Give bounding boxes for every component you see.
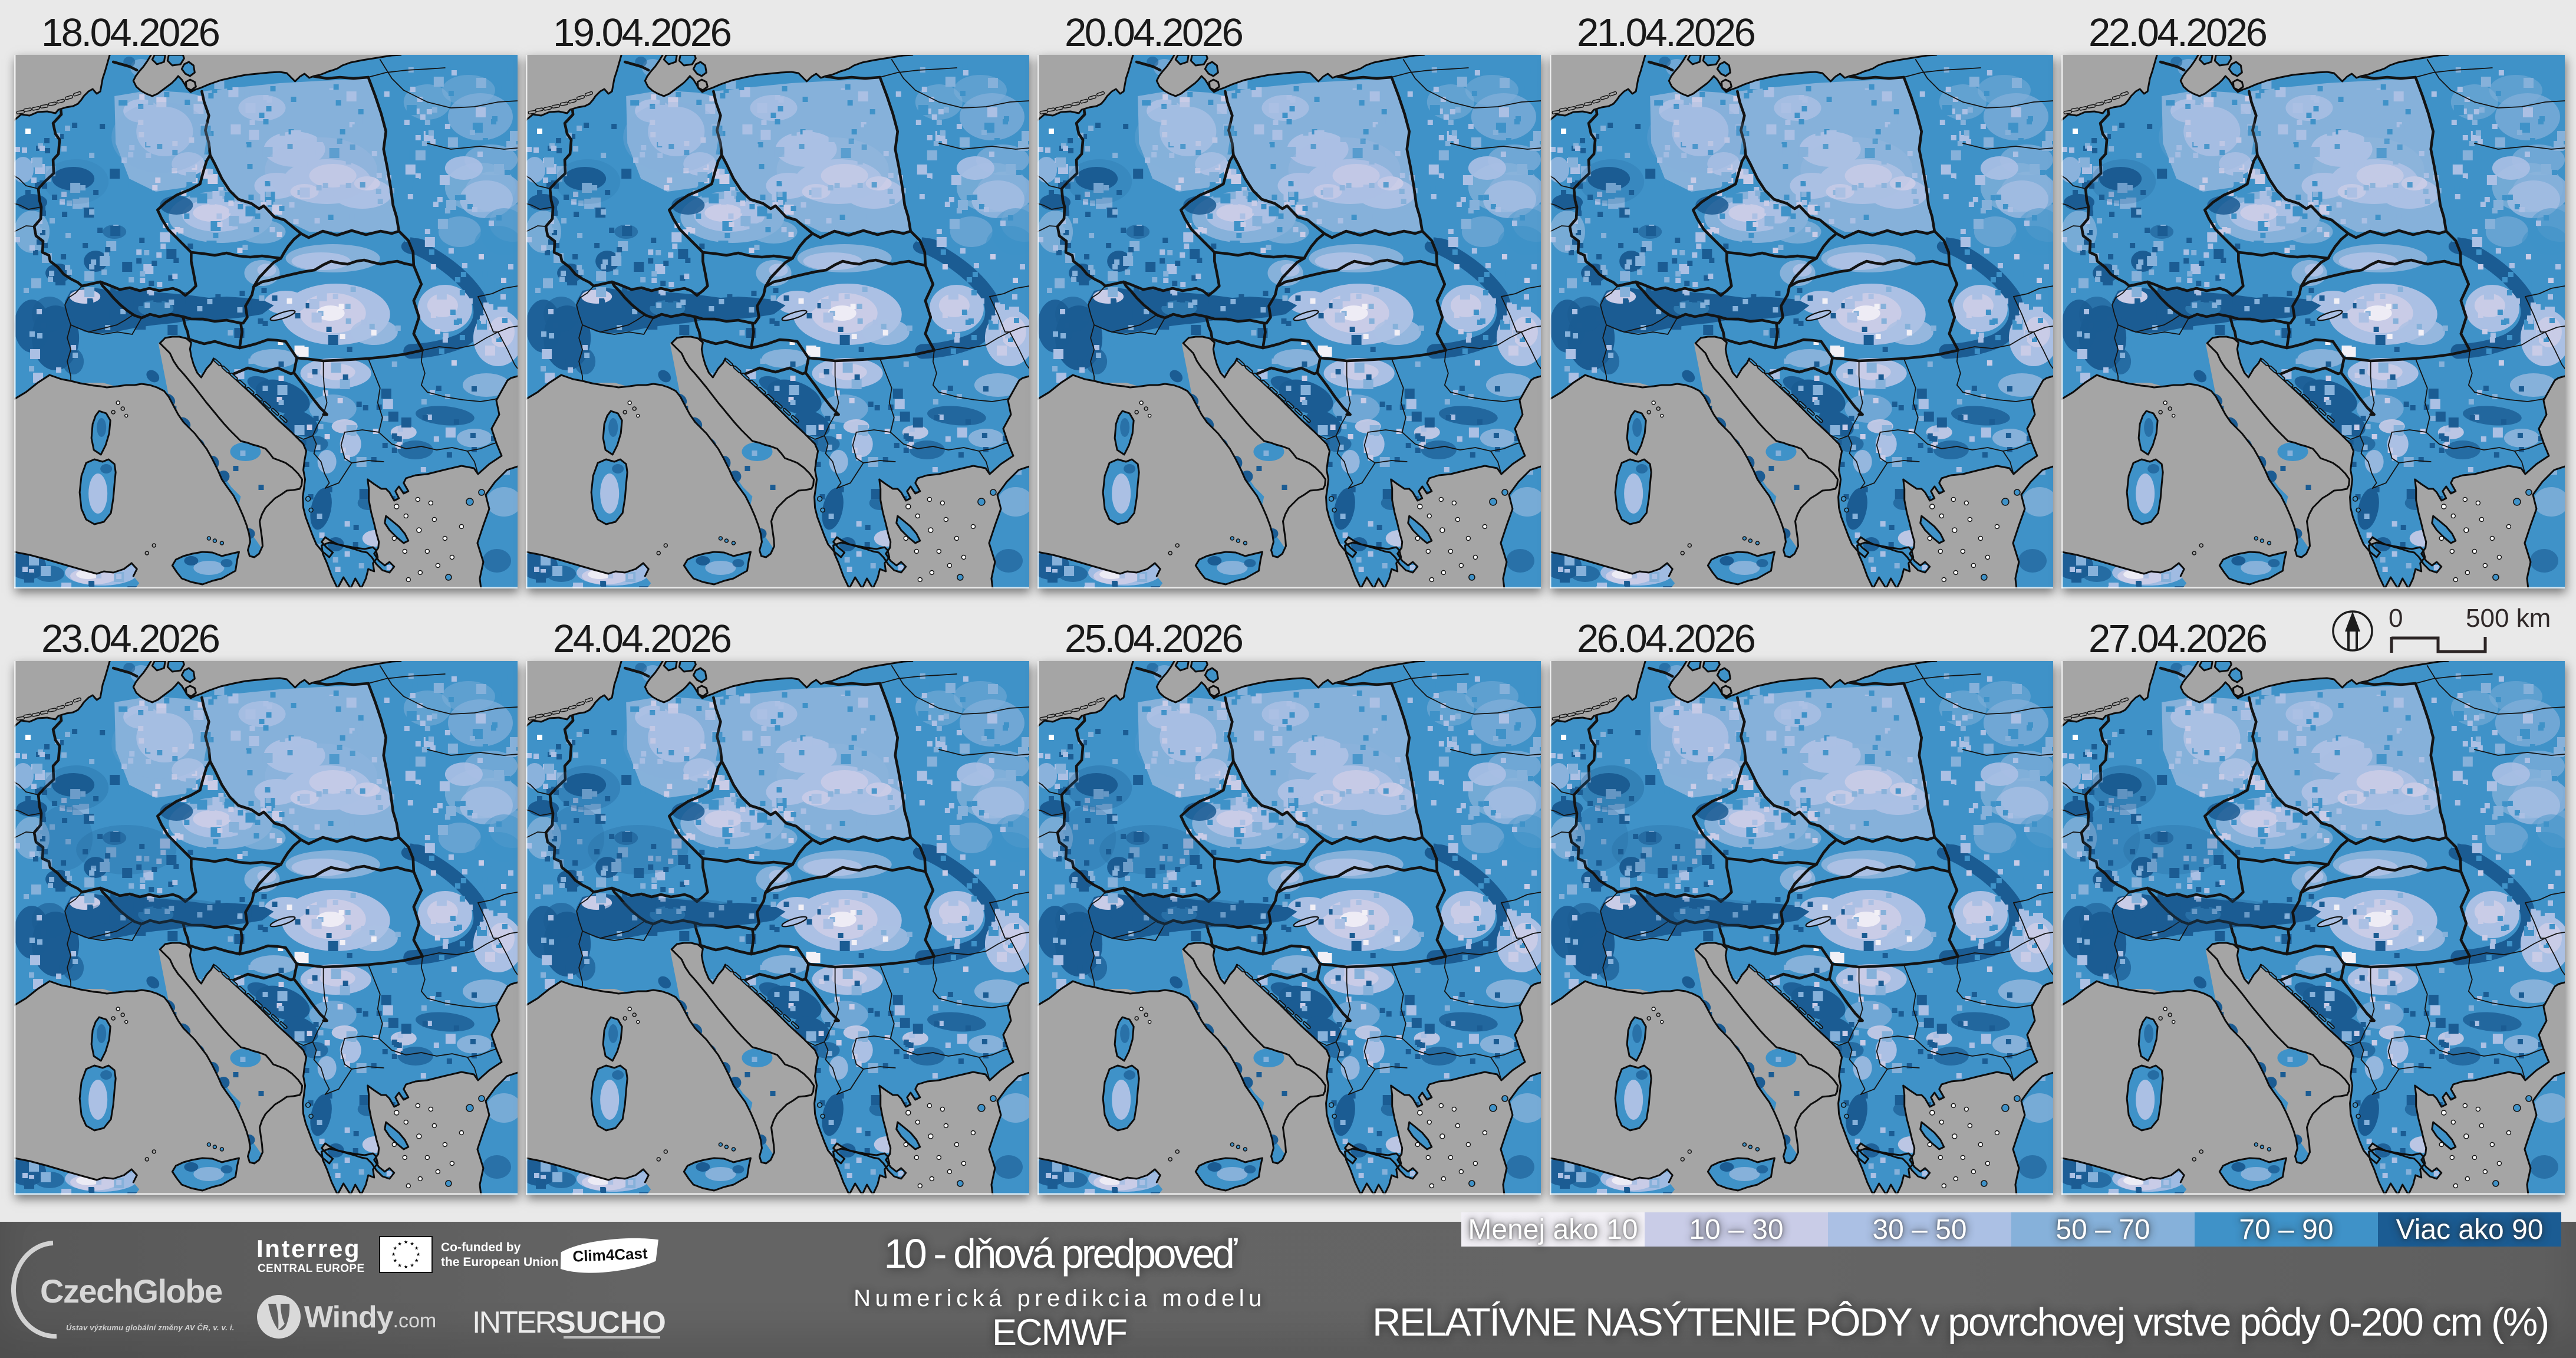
svg-text:★: ★ [397,1262,402,1268]
svg-text:★: ★ [391,1251,396,1257]
svg-text:Clim4Cast: Clim4Cast [572,1244,648,1265]
svg-text:★: ★ [404,1239,409,1245]
svg-text:★: ★ [404,1264,409,1270]
svg-text:★: ★ [414,1245,419,1251]
svg-text:★: ★ [414,1258,419,1264]
svg-text:★: ★ [416,1251,421,1257]
svg-text:★: ★ [393,1258,397,1264]
svg-text:★: ★ [410,1241,414,1247]
svg-text:★: ★ [410,1262,414,1268]
svg-text:★: ★ [397,1241,402,1247]
svg-text:★: ★ [393,1245,397,1251]
